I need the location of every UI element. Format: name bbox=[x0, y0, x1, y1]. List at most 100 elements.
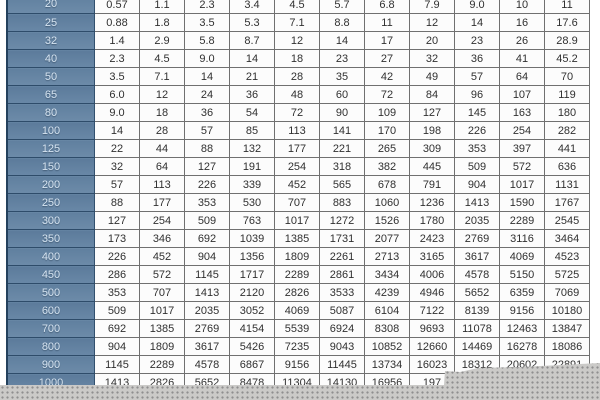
value-cell: 12 bbox=[409, 13, 455, 32]
value-cell: 22 bbox=[94, 139, 140, 158]
value-cell: 1060 bbox=[364, 193, 410, 212]
value-cell: 23 bbox=[454, 31, 500, 50]
value-cell: 1385 bbox=[139, 319, 185, 338]
value-cell: 12660 bbox=[409, 337, 455, 356]
value-cell: 13734 bbox=[364, 355, 410, 374]
value-cell: 17.6 bbox=[544, 13, 590, 32]
value-cell: 3116 bbox=[499, 229, 545, 248]
value-cell: 339 bbox=[229, 175, 275, 194]
value-cell: 678 bbox=[364, 175, 410, 194]
value-cell: 180 bbox=[544, 103, 590, 122]
value-cell: 6.0 bbox=[94, 85, 140, 104]
value-cell: 4523 bbox=[544, 247, 590, 266]
value-cell: 127 bbox=[409, 103, 455, 122]
value-cell: 2826 bbox=[274, 283, 320, 302]
table-row: 600 509 1017 2035 3052 4069 5087 6104 7122 8139 91… bbox=[6, 301, 590, 320]
table-row: 20 0.57 1.1 2.3 3.4 4.5 5.7 6.8 7.9 9.0 10 11 bbox=[6, 0, 590, 14]
value-cell: 1017 bbox=[139, 301, 185, 320]
table-row: 100 14 28 57 85 113 141 170 198 226 254 282 bbox=[6, 121, 590, 140]
value-cell: 9.0 bbox=[94, 103, 140, 122]
value-cell: 8.8 bbox=[319, 13, 365, 32]
value-cell: 4006 bbox=[409, 265, 455, 284]
value-cell: 26 bbox=[499, 31, 545, 50]
value-cell: 397 bbox=[499, 139, 545, 158]
value-cell: 286 bbox=[94, 265, 140, 284]
value-cell: 36 bbox=[454, 49, 500, 68]
value-cell: 6359 bbox=[499, 283, 545, 302]
value-cell: 226 bbox=[184, 175, 230, 194]
value-cell: 2035 bbox=[454, 211, 500, 230]
value-cell: 10852 bbox=[364, 337, 410, 356]
value-cell: 48 bbox=[274, 85, 320, 104]
value-cell: 572 bbox=[139, 265, 185, 284]
dn-header-cell: 800 bbox=[6, 337, 95, 356]
value-cell: 11445 bbox=[319, 355, 365, 374]
value-cell: 1780 bbox=[409, 211, 455, 230]
value-cell: 72 bbox=[274, 103, 320, 122]
value-cell: 11078 bbox=[454, 319, 500, 338]
table-row: 25 0.88 1.8 3.5 5.3 7.1 8.8 11 12 14 16 17.6 bbox=[6, 13, 590, 32]
value-cell: 530 bbox=[229, 193, 275, 212]
value-cell: 141 bbox=[319, 121, 365, 140]
value-cell: 636 bbox=[544, 157, 590, 176]
value-cell: 2289 bbox=[139, 355, 185, 374]
value-cell: 692 bbox=[94, 319, 140, 338]
value-cell: 177 bbox=[139, 193, 185, 212]
value-cell: 1809 bbox=[139, 337, 185, 356]
value-cell: 21 bbox=[229, 67, 275, 86]
value-cell: 119 bbox=[544, 85, 590, 104]
value-cell: 509 bbox=[454, 157, 500, 176]
value-cell: 132 bbox=[229, 139, 275, 158]
value-cell: 382 bbox=[364, 157, 410, 176]
value-cell: 9693 bbox=[409, 319, 455, 338]
value-cell: 0.88 bbox=[94, 13, 140, 32]
value-cell: 5150 bbox=[499, 265, 545, 284]
value-cell: 9.0 bbox=[454, 0, 500, 14]
value-cell: 70 bbox=[544, 67, 590, 86]
value-cell: 1272 bbox=[319, 211, 365, 230]
value-cell: 1039 bbox=[229, 229, 275, 248]
value-cell: 11 bbox=[544, 0, 590, 14]
value-cell: 1809 bbox=[274, 247, 320, 266]
value-cell: 707 bbox=[274, 193, 320, 212]
value-cell: 3052 bbox=[229, 301, 275, 320]
value-cell: 5725 bbox=[544, 265, 590, 284]
value-cell: 3617 bbox=[184, 337, 230, 356]
table-row: 65 6.0 12 24 36 48 60 72 84 96 107 119 bbox=[6, 85, 590, 104]
value-cell: 32 bbox=[94, 157, 140, 176]
value-cell: 1145 bbox=[94, 355, 140, 374]
value-cell: 572 bbox=[499, 157, 545, 176]
value-cell: 1717 bbox=[229, 265, 275, 284]
value-cell: 3464 bbox=[544, 229, 590, 248]
value-cell: 904 bbox=[454, 175, 500, 194]
dn-header-cell: 250 bbox=[6, 193, 95, 212]
value-cell: 9156 bbox=[274, 355, 320, 374]
flow-rate-table-wrap: 20 0.57 1.1 2.3 3.4 4.5 5.7 6.8 7.9 9.0 10 11 25 0.88… bbox=[6, 0, 590, 392]
value-cell: 2.3 bbox=[184, 0, 230, 14]
value-cell: 904 bbox=[184, 247, 230, 266]
value-cell: 85 bbox=[229, 121, 275, 140]
value-cell: 14 bbox=[319, 31, 365, 50]
value-cell: 13847 bbox=[544, 319, 590, 338]
value-cell: 28 bbox=[139, 121, 185, 140]
value-cell: 2.9 bbox=[139, 31, 185, 50]
table-row: 500 353 707 1413 2120 2826 3533 4239 4946 5652 635… bbox=[6, 283, 590, 302]
value-cell: 16 bbox=[499, 13, 545, 32]
value-cell: 2077 bbox=[364, 229, 410, 248]
value-cell: 353 bbox=[94, 283, 140, 302]
value-cell: 72 bbox=[364, 85, 410, 104]
value-cell: 883 bbox=[319, 193, 365, 212]
value-cell: 2.3 bbox=[94, 49, 140, 68]
value-cell: 5.8 bbox=[184, 31, 230, 50]
dn-header-cell: 300 bbox=[6, 211, 95, 230]
value-cell: 84 bbox=[409, 85, 455, 104]
dn-header-cell: 150 bbox=[6, 157, 95, 176]
value-cell: 4154 bbox=[229, 319, 275, 338]
value-cell: 5.7 bbox=[319, 0, 365, 14]
value-cell: 445 bbox=[409, 157, 455, 176]
value-cell: 2289 bbox=[499, 211, 545, 230]
value-cell: 42 bbox=[364, 67, 410, 86]
value-cell: 509 bbox=[94, 301, 140, 320]
value-cell: 254 bbox=[499, 121, 545, 140]
